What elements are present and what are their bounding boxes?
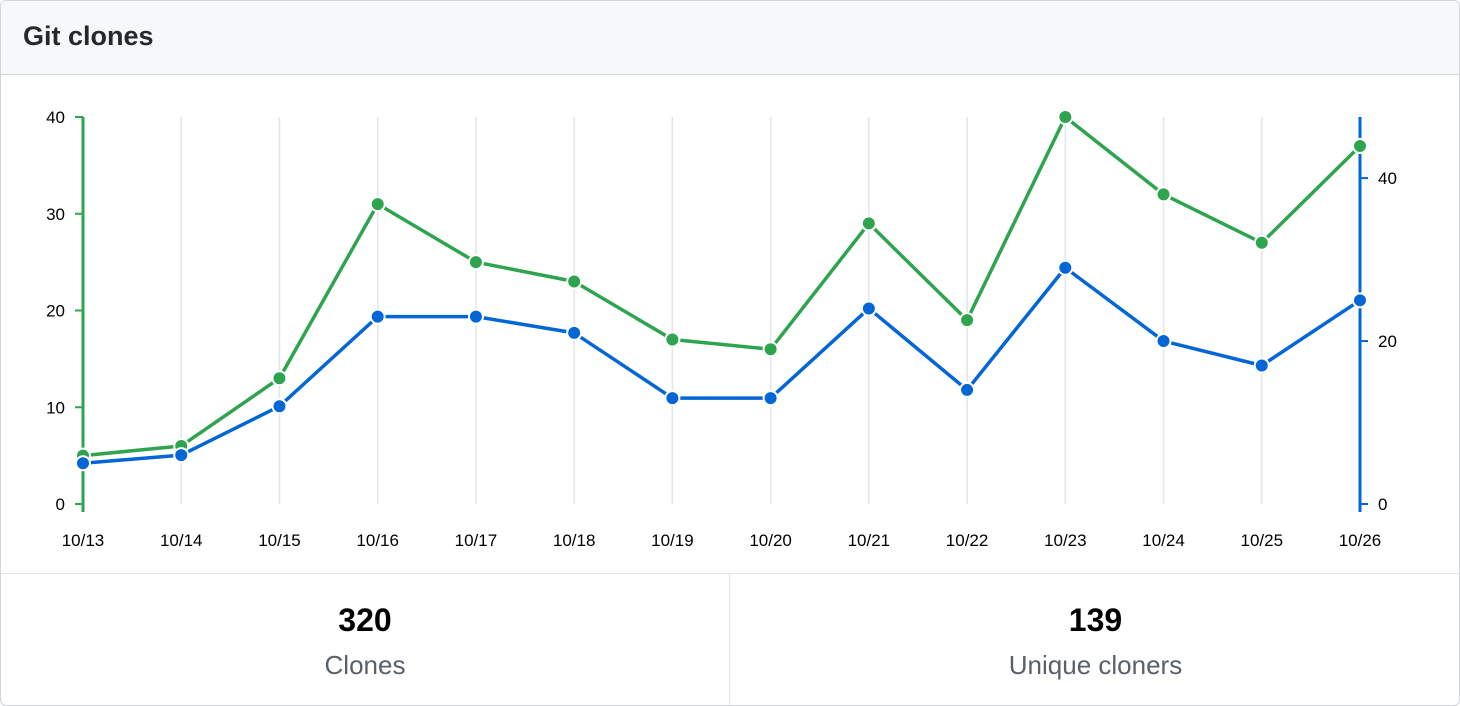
unique-cloners-series-line [82, 265, 1361, 466]
x-axis-tick-label: 10/14 [160, 531, 203, 550]
clones-data-point [1155, 186, 1172, 203]
unique-cloners-data-point [369, 308, 386, 325]
unique-cloners-data-point [1352, 292, 1368, 309]
x-axis-tick-label: 10/16 [356, 531, 399, 550]
right-axis-tick-label: 40 [1378, 169, 1397, 188]
unique-cloners-data-point [1253, 357, 1270, 374]
clones-data-point [1352, 138, 1368, 155]
unique-cloners-data-point [173, 447, 190, 464]
x-axis-tick-label: 10/13 [62, 531, 105, 550]
clones-series-line [82, 115, 1362, 458]
left-axis-tick-label: 40 [46, 108, 65, 127]
x-axis-tick-label: 10/18 [553, 531, 596, 550]
x-axis-tick-label: 10/24 [1142, 531, 1185, 550]
clones-label: Clones [324, 650, 406, 680]
clones-chart: 0 10 20 30 40 0 20 40 10/13 10/14 10/15 10/16 10/17 1… [1, 76, 1459, 572]
left-axis-tick-label: 30 [46, 205, 65, 224]
right-axis-tick-label: 20 [1378, 332, 1397, 351]
clones-data-point [664, 331, 681, 348]
x-axis-tick-label: 10/22 [946, 531, 989, 550]
clones-data-point [860, 215, 877, 232]
x-axis-tick-label: 10/21 [848, 531, 891, 550]
clones-data-point [1253, 234, 1270, 251]
clones-data-point [467, 254, 484, 271]
x-axis-tick-label: 10/17 [455, 531, 498, 550]
unique-cloners-data-point [566, 324, 583, 341]
panel-header: Git clones [1, 1, 1459, 75]
x-axis-tick-label: 10/25 [1240, 531, 1283, 550]
clones-data-point [1057, 109, 1074, 125]
clones-data-point [369, 196, 386, 213]
unique-cloners-data-point [959, 381, 976, 398]
clones-data-point [762, 341, 779, 358]
clones-count: 320 [338, 602, 392, 638]
right-axis-tick-label: 0 [1378, 495, 1387, 514]
x-axis-tick-label: 10/20 [749, 531, 792, 550]
unique-cloners-data-point [271, 398, 288, 415]
unique-cloners-count: 139 [1068, 602, 1123, 638]
unique-cloners-data-point [1057, 259, 1074, 276]
unique-cloners-data-point [762, 390, 779, 407]
chart-svg: 0 10 20 30 40 0 20 40 10/13 10/14 10/15 10/16 10/17 1… [46, 108, 1397, 550]
left-axis-tick-label: 0 [56, 495, 65, 514]
left-axis-tick-label: 10 [46, 398, 65, 417]
stats-row: 320 Clones 139 Unique cloners [1, 573, 1459, 705]
clones-data-point [271, 370, 288, 387]
clones-stat: 320 Clones [1, 574, 730, 705]
x-axis-tick-label: 10/23 [1044, 531, 1087, 550]
unique-cloners-data-point [1155, 333, 1172, 350]
unique-cloners-data-point [75, 455, 91, 472]
unique-cloners-label: Unique cloners [1008, 650, 1183, 680]
panel-title: Git clones [23, 21, 154, 51]
unique-cloners-data-point [860, 300, 877, 317]
unique-cloners-data-point [467, 308, 484, 325]
left-axis-tick-label: 20 [46, 302, 65, 321]
x-axis-tick-label: 10/26 [1339, 531, 1382, 550]
unique-cloners-data-point [664, 390, 681, 407]
x-axis-tick-label: 10/15 [258, 531, 301, 550]
unique-cloners-stat: 139 Unique cloners [731, 574, 1459, 705]
clones-data-point [566, 273, 583, 290]
x-axis-tick-label: 10/19 [651, 531, 694, 550]
clones-data-point [959, 312, 976, 329]
